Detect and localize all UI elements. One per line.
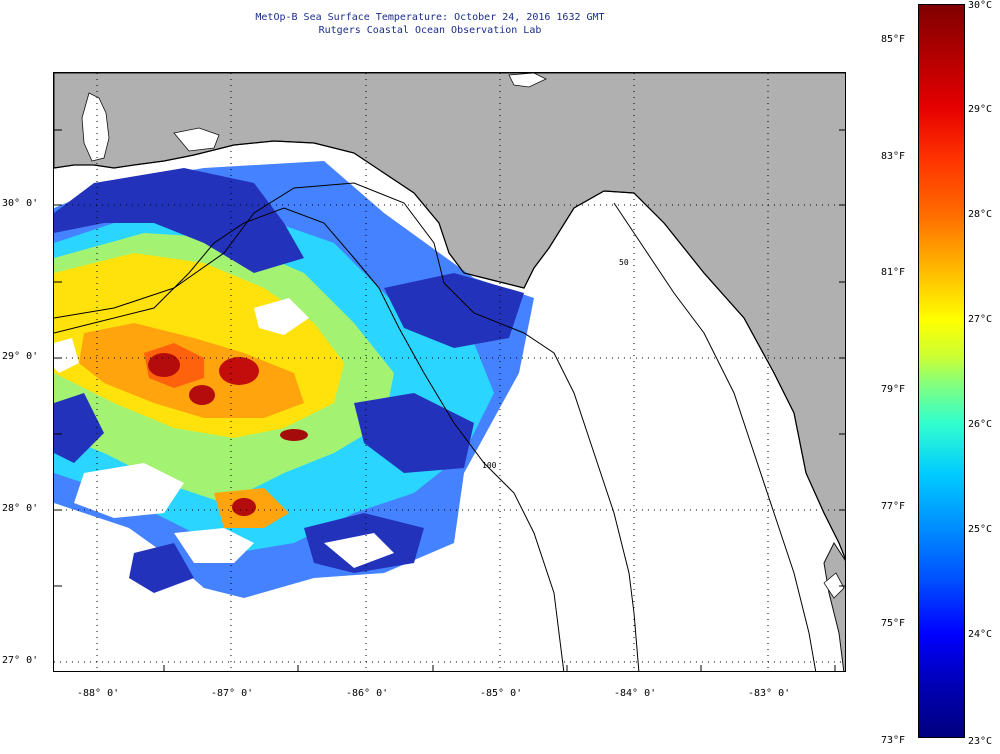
lat-label-28: 28° 0' xyxy=(2,503,39,514)
map-title: MetOp-B Sea Surface Temperature: October… xyxy=(255,12,605,23)
lon-label-87: -87° 0' xyxy=(211,688,254,699)
lat-label-29: 29° 0' xyxy=(2,351,39,362)
temperature-colorbar xyxy=(918,4,965,738)
tick-marks xyxy=(54,129,845,671)
lon-label-85: -85° 0' xyxy=(480,688,523,699)
lon-label-84: -84° 0' xyxy=(614,688,657,699)
land-southeast-strip xyxy=(823,541,845,671)
lon-label-86: -86° 0' xyxy=(346,688,389,699)
cb-celsius-29: 29°C xyxy=(968,104,993,115)
cb-celsius-26: 26°C xyxy=(968,419,993,430)
lon-label-88: -88° 0' xyxy=(77,688,120,699)
cb-fahrenheit-83: 83°F xyxy=(881,151,906,162)
cb-celsius-24: 24°C xyxy=(968,629,993,640)
cb-fahrenheit-81: 81°F xyxy=(881,267,906,278)
cb-celsius-28: 28°C xyxy=(968,209,993,220)
grid xyxy=(54,73,845,671)
cb-fahrenheit-85: 85°F xyxy=(881,34,906,45)
cb-celsius-23: 23°C xyxy=(968,736,993,747)
bathymetry-contours xyxy=(54,182,817,671)
cb-fahrenheit-75: 75°F xyxy=(881,618,906,629)
sst-swath xyxy=(54,161,534,598)
sst-map: 50 100 xyxy=(53,72,846,672)
lat-label-30: 30° 0' xyxy=(2,198,39,209)
cb-celsius-30: 30°C xyxy=(968,0,993,11)
inland-water xyxy=(81,73,845,599)
lat-label-27: 27° 0' xyxy=(2,655,39,666)
cb-fahrenheit-79: 79°F xyxy=(881,384,906,395)
lon-label-83: -83° 0' xyxy=(748,688,791,699)
bathymetry-label-100: 100 xyxy=(482,461,497,470)
bathymetry-label-50: 50 xyxy=(619,258,629,267)
cb-fahrenheit-73: 73°F xyxy=(881,735,906,746)
cb-celsius-27: 27°C xyxy=(968,314,993,325)
coastline xyxy=(54,140,845,560)
cb-fahrenheit-77: 77°F xyxy=(881,501,906,512)
map-subtitle: Rutgers Coastal Ocean Observation Lab xyxy=(318,25,542,36)
cb-celsius-25: 25°C xyxy=(968,524,993,535)
